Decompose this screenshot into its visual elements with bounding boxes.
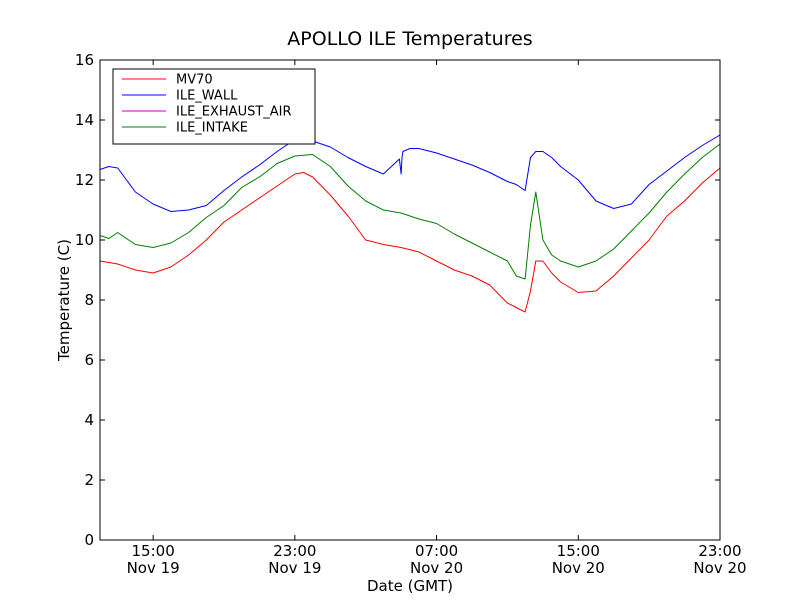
x-tick-label-time: 23:00 [698,542,741,560]
legend-label: MV70 [176,73,213,88]
series-line-mv70 [99,167,721,313]
y-tick-label: 10 [75,231,94,249]
series-layer [99,134,721,313]
x-tick-label-date: Nov 20 [693,559,746,577]
x-tick-label-date: Nov 19 [127,559,180,577]
series-line-ile-intake [99,143,721,280]
series-line-ile-wall [99,134,721,212]
legend-box [112,68,316,145]
y-axis: 0 2 4 6 8 10 12 14 16 [75,51,720,549]
y-tick-label: 14 [75,111,94,129]
y-tick-label: 12 [75,171,94,189]
y-tick-label: 6 [84,351,94,369]
chart-title: APOLLO ILE Temperatures [287,28,532,50]
y-tick-label: 8 [84,291,94,309]
x-tick-label-time: 23:00 [273,542,316,560]
y-tick-label: 16 [75,51,94,69]
y-axis-label: Temperature (C) [55,239,73,362]
x-tick-label-time: 15:00 [132,542,175,560]
x-tick-label-date: Nov 20 [410,559,463,577]
y-tick-label: 0 [84,531,94,549]
x-tick-label-date: Nov 19 [268,559,321,577]
y-tick-label: 4 [84,411,94,429]
y-tick-label: 2 [84,471,94,489]
legend-label: ILE_INTAKE [176,121,248,136]
x-tick-label-time: 15:00 [557,542,600,560]
legend-label: ILE_WALL [176,89,238,104]
x-axis-label: Date (GMT) [367,577,453,595]
x-tick-label-date: Nov 20 [552,559,605,577]
x-tick-label-time: 07:00 [415,542,458,560]
legend-label: ILE_EXHAUST_AIR [176,105,292,120]
